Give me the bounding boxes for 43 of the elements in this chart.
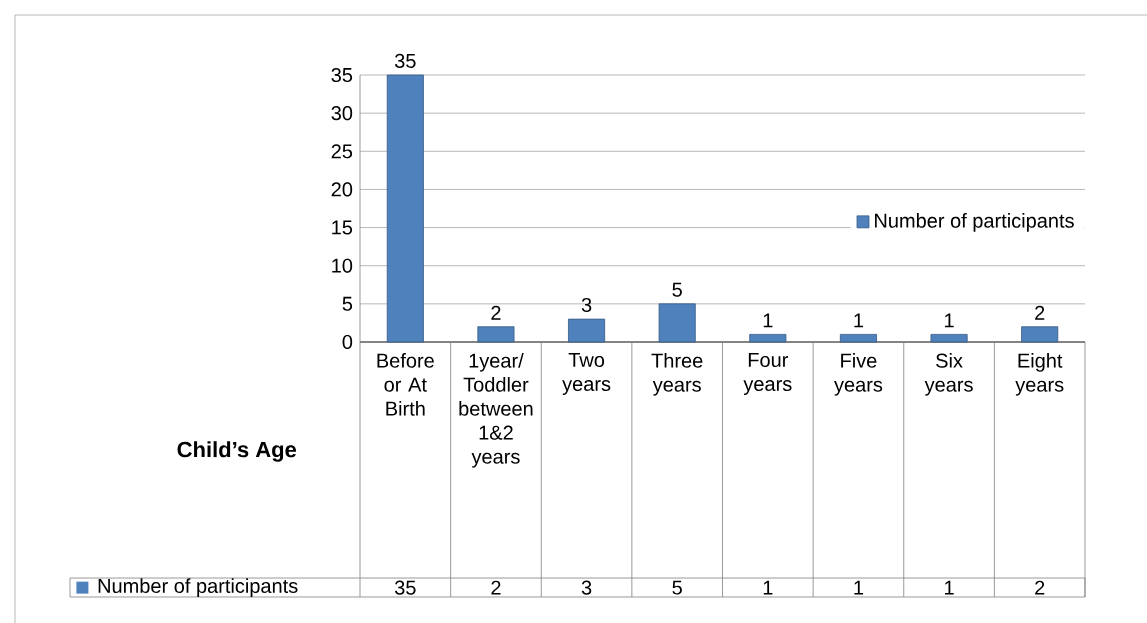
- y-tick-label: 30: [331, 106, 353, 121]
- x-tick-label: 1year/ Toddler between 1&2 years: [459, 353, 533, 468]
- y-tick-label: 15: [332, 220, 353, 235]
- text: 2: [1035, 305, 1045, 320]
- data-label: 3: [581, 580, 592, 595]
- x-tick-label: Eight years: [1015, 353, 1064, 396]
- data-label: 1: [854, 580, 864, 595]
- text: 35: [394, 53, 416, 68]
- text: 1: [854, 313, 864, 328]
- text: Number of participants: [98, 578, 298, 597]
- bar: [386, 74, 424, 343]
- data-label: 2: [1035, 580, 1045, 595]
- x-tick-label: Before or At Birth: [377, 353, 434, 416]
- y-tick-label: 0: [342, 334, 353, 350]
- text: 5: [672, 282, 682, 297]
- bar: [749, 333, 787, 343]
- legend-label: Number of participants: [875, 213, 1074, 232]
- bar: [477, 326, 515, 343]
- bar: [568, 318, 606, 343]
- bar: [839, 333, 877, 343]
- bar: [658, 303, 696, 343]
- x-axis-title: Child’s Age: [177, 441, 297, 462]
- x-tick-label: Six years: [924, 353, 973, 396]
- text: 1: [945, 313, 954, 328]
- text: 2: [491, 305, 501, 320]
- bar: [930, 333, 968, 343]
- x-tick-label: Four years: [743, 353, 792, 395]
- x-tick-label: Three years: [651, 353, 703, 396]
- y-tick-label: 35: [331, 67, 353, 83]
- data-label: 5: [672, 580, 682, 595]
- text: 3: [581, 297, 592, 313]
- y-tick-label: 25: [331, 144, 353, 159]
- data-label: 1: [763, 580, 773, 595]
- x-tick-label: Five years: [834, 353, 883, 396]
- data-label: 2: [491, 580, 501, 595]
- data-label: 35: [394, 580, 416, 595]
- y-tick-label: 20: [331, 182, 353, 197]
- data-label: 1: [945, 580, 954, 595]
- text: 1: [763, 313, 773, 328]
- x-tick-label: Two years: [562, 353, 611, 395]
- y-tick-label: 10: [332, 258, 353, 273]
- bar: [1021, 326, 1059, 343]
- y-tick-label: 5: [342, 296, 353, 311]
